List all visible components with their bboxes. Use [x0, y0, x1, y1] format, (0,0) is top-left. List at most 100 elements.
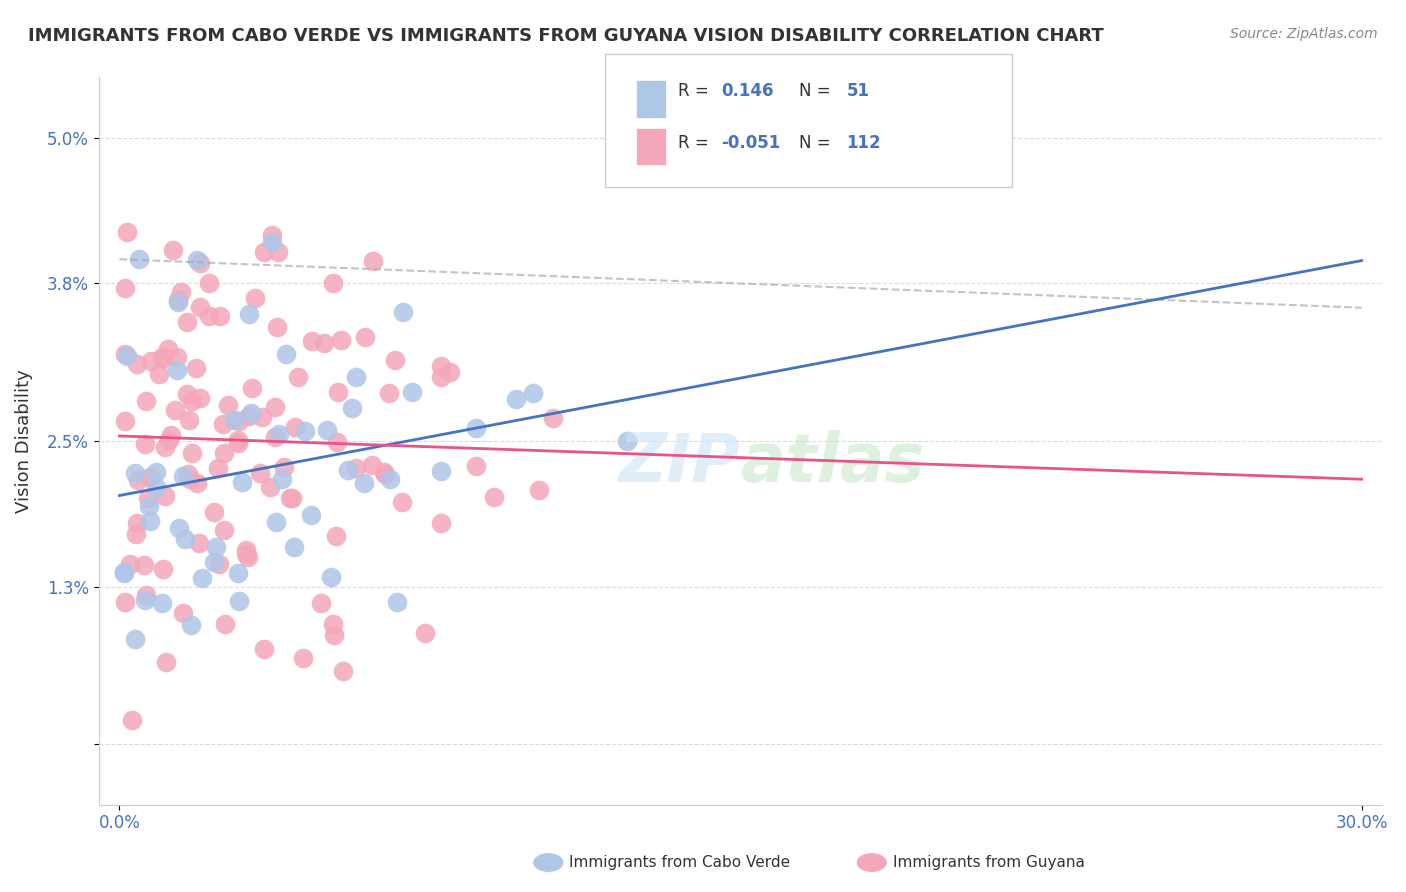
- Point: [124, 466, 146, 480]
- Point: [205, 540, 228, 554]
- Point: [527, 483, 550, 498]
- Text: 51: 51: [846, 82, 869, 100]
- Text: Immigrants from Guyana: Immigrants from Guyana: [893, 855, 1084, 870]
- Point: [321, 570, 343, 584]
- Point: [430, 464, 453, 478]
- Point: [465, 421, 488, 435]
- Point: [329, 333, 352, 347]
- Point: [177, 467, 200, 482]
- Point: [114, 281, 136, 295]
- Point: [243, 292, 266, 306]
- Point: [139, 514, 162, 528]
- Point: [259, 479, 281, 493]
- Point: [384, 353, 406, 368]
- Point: [172, 468, 194, 483]
- Point: [385, 595, 408, 609]
- Point: [287, 370, 309, 384]
- Point: [115, 225, 138, 239]
- Point: [124, 632, 146, 647]
- Point: [361, 458, 384, 473]
- Point: [430, 516, 453, 530]
- Point: [198, 276, 221, 290]
- Point: [186, 252, 208, 267]
- Point: [353, 330, 375, 344]
- Point: [284, 419, 307, 434]
- Point: [162, 243, 184, 257]
- Point: [127, 473, 149, 487]
- Point: [278, 491, 301, 506]
- Point: [413, 625, 436, 640]
- Point: [294, 425, 316, 439]
- Point: [301, 334, 323, 349]
- Point: [184, 361, 207, 376]
- Point: [212, 523, 235, 537]
- Point: [212, 417, 235, 431]
- Point: [207, 461, 229, 475]
- Point: [267, 427, 290, 442]
- Point: [173, 532, 195, 546]
- Point: [152, 351, 174, 365]
- Point: [238, 409, 260, 423]
- Point: [188, 536, 211, 550]
- Point: [253, 245, 276, 260]
- Point: [179, 472, 201, 486]
- Point: [150, 596, 173, 610]
- Point: [121, 713, 143, 727]
- Point: [344, 461, 367, 475]
- Text: ZIP: ZIP: [619, 430, 741, 496]
- Point: [260, 235, 283, 250]
- Point: [170, 285, 193, 299]
- Point: [281, 491, 304, 506]
- Point: [373, 465, 395, 479]
- Point: [252, 409, 274, 424]
- Point: [323, 628, 346, 642]
- Point: [439, 365, 461, 379]
- Point: [271, 472, 294, 486]
- Point: [292, 651, 315, 665]
- Point: [148, 367, 170, 381]
- Point: [177, 412, 200, 426]
- Point: [322, 276, 344, 290]
- Point: [273, 459, 295, 474]
- Point: [214, 446, 236, 460]
- Text: atlas: atlas: [741, 430, 925, 496]
- Point: [299, 508, 322, 523]
- Point: [391, 305, 413, 319]
- Point: [253, 641, 276, 656]
- Text: Immigrants from Cabo Verde: Immigrants from Cabo Verde: [569, 855, 790, 870]
- Point: [391, 495, 413, 509]
- Text: -0.051: -0.051: [721, 134, 780, 152]
- Point: [186, 476, 208, 491]
- Point: [240, 381, 263, 395]
- Point: [344, 369, 367, 384]
- Point: [226, 435, 249, 450]
- Point: [264, 429, 287, 443]
- Point: [266, 320, 288, 334]
- Point: [167, 520, 190, 534]
- Point: [326, 434, 349, 449]
- Point: [136, 491, 159, 505]
- Point: [145, 465, 167, 479]
- Point: [176, 387, 198, 401]
- Point: [482, 490, 505, 504]
- Point: [309, 596, 332, 610]
- Point: [153, 440, 176, 454]
- Text: N =: N =: [799, 134, 835, 152]
- Point: [139, 354, 162, 368]
- Point: [401, 384, 423, 399]
- Point: [202, 555, 225, 569]
- Point: [135, 394, 157, 409]
- Point: [522, 386, 544, 401]
- Point: [249, 467, 271, 481]
- Point: [353, 476, 375, 491]
- Point: [541, 410, 564, 425]
- Point: [340, 401, 363, 415]
- Point: [316, 424, 339, 438]
- Point: [214, 616, 236, 631]
- Point: [152, 562, 174, 576]
- Text: 112: 112: [846, 134, 882, 152]
- Point: [332, 664, 354, 678]
- Point: [325, 529, 347, 543]
- Point: [226, 434, 249, 448]
- Point: [117, 349, 139, 363]
